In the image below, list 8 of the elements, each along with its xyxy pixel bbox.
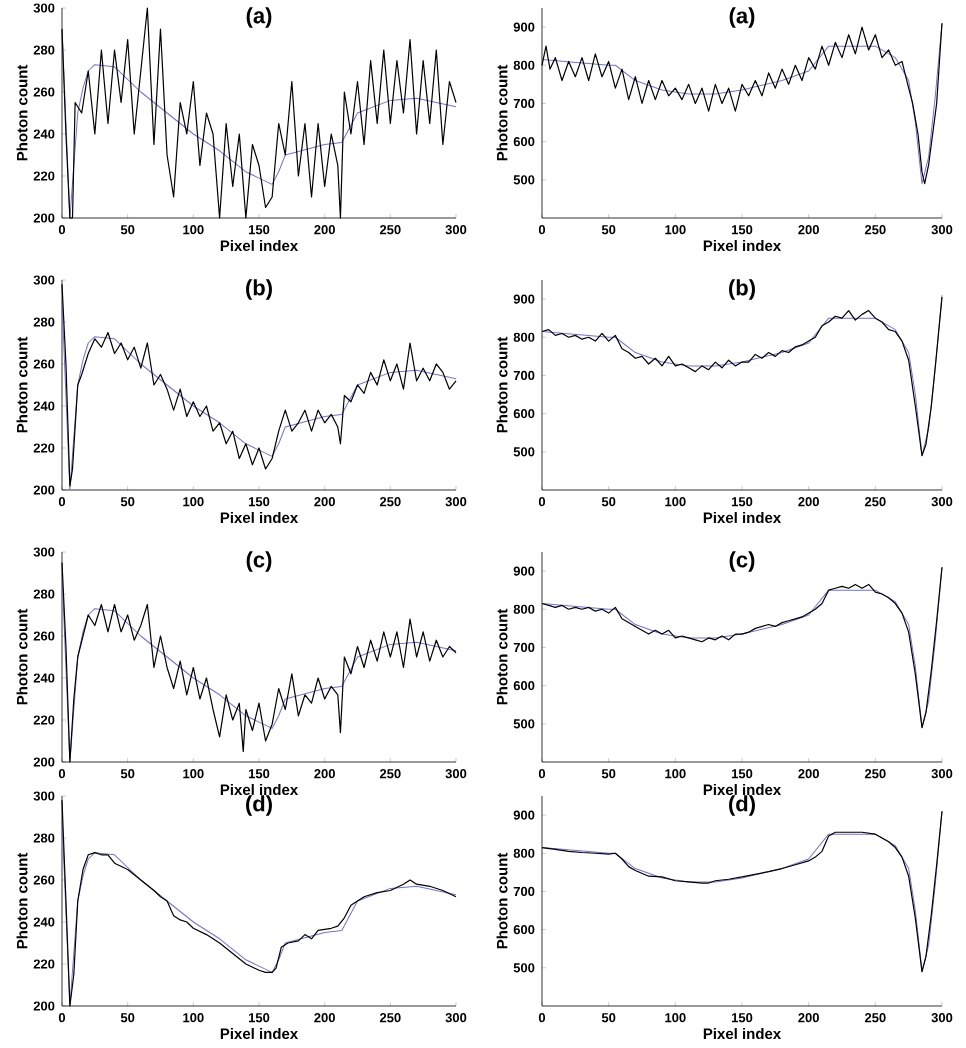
chart-title: (d) — [246, 795, 272, 816]
chart-title: (d) — [729, 795, 755, 816]
chart-title: (a) — [729, 7, 755, 28]
chart-title: (b) — [729, 279, 755, 300]
chart-title: (c) — [246, 551, 272, 572]
chart-title: (b) — [246, 279, 272, 300]
chart-title: (a) — [246, 7, 272, 28]
chart-title: (c) — [729, 551, 755, 572]
